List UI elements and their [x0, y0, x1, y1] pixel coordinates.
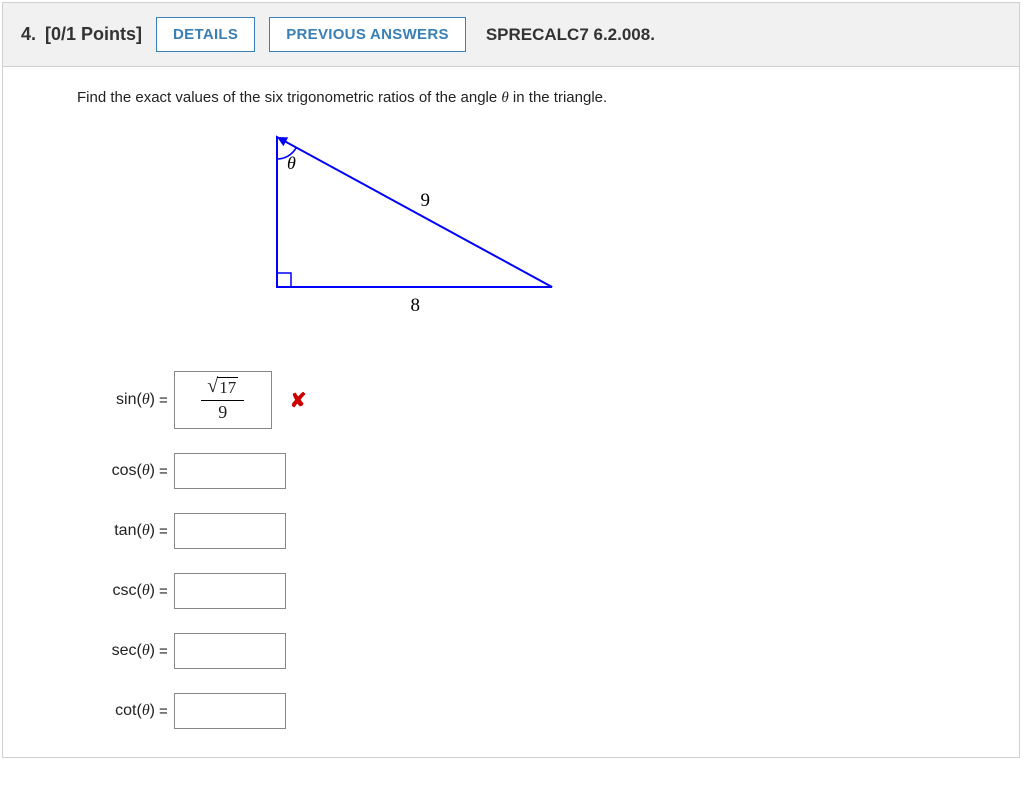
- radicand: 17: [217, 377, 238, 398]
- triangle-figure: θ 9 8: [257, 127, 999, 331]
- answer-row: cos(θ)=: [77, 453, 999, 489]
- equals-sign: =: [159, 463, 168, 480]
- answer-rows: sin(θ)=√179✘cos(θ)=tan(θ)=csc(θ)=sec(θ)=…: [77, 371, 999, 729]
- radical: √17: [207, 377, 238, 398]
- answer-input[interactable]: [174, 693, 286, 729]
- answer-label: sin(θ): [77, 391, 155, 409]
- equals-sign: =: [159, 643, 168, 660]
- answer-input[interactable]: √17 9: [174, 371, 272, 429]
- question-container: 4. [0/1 Points] DETAILS PREVIOUS ANSWERS…: [2, 2, 1020, 758]
- svg-text:8: 8: [411, 295, 421, 316]
- equals-sign: =: [159, 703, 168, 720]
- question-prompt: Find the exact values of the six trigono…: [77, 89, 999, 107]
- answer-label: csc(θ): [77, 582, 155, 600]
- answer-row: tan(θ)=: [77, 513, 999, 549]
- answer-row: sin(θ)= √17 9 ✘: [77, 371, 999, 429]
- prompt-text-before: Find the exact values of the six trigono…: [77, 89, 501, 106]
- prompt-text-after: in the triangle.: [509, 89, 607, 106]
- svg-text:9: 9: [421, 190, 431, 211]
- fraction-denominator: 9: [218, 401, 227, 423]
- equals-sign: =: [159, 583, 168, 600]
- details-button[interactable]: DETAILS: [156, 17, 255, 52]
- wrong-icon: ✘: [290, 388, 307, 413]
- answer-label: cot(θ): [77, 702, 155, 720]
- fraction-numerator: √17: [201, 377, 244, 401]
- question-number-text: 4.: [21, 24, 36, 44]
- answer-input[interactable]: [174, 513, 286, 549]
- answer-label: tan(θ): [77, 522, 155, 540]
- question-number: 4. [0/1 Points]: [21, 24, 142, 45]
- triangle-svg: θ 9 8: [257, 127, 577, 327]
- question-points: [0/1 Points]: [45, 24, 142, 44]
- answer-input[interactable]: [174, 573, 286, 609]
- prompt-theta: θ: [501, 90, 508, 106]
- fraction: √17 9: [201, 377, 244, 423]
- equals-sign: =: [159, 392, 168, 409]
- answer-row: csc(θ)=: [77, 573, 999, 609]
- answer-label: sec(θ): [77, 642, 155, 660]
- question-body: Find the exact values of the six trigono…: [3, 67, 1019, 757]
- answer-input[interactable]: [174, 453, 286, 489]
- equals-sign: =: [159, 523, 168, 540]
- answer-label: cos(θ): [77, 462, 155, 480]
- answer-input[interactable]: [174, 633, 286, 669]
- previous-answers-button[interactable]: PREVIOUS ANSWERS: [269, 17, 466, 52]
- answer-row: cot(θ)=: [77, 693, 999, 729]
- svg-text:θ: θ: [287, 153, 296, 173]
- question-header: 4. [0/1 Points] DETAILS PREVIOUS ANSWERS…: [3, 3, 1019, 67]
- answer-row: sec(θ)=: [77, 633, 999, 669]
- problem-id: SPRECALC7 6.2.008.: [486, 25, 655, 45]
